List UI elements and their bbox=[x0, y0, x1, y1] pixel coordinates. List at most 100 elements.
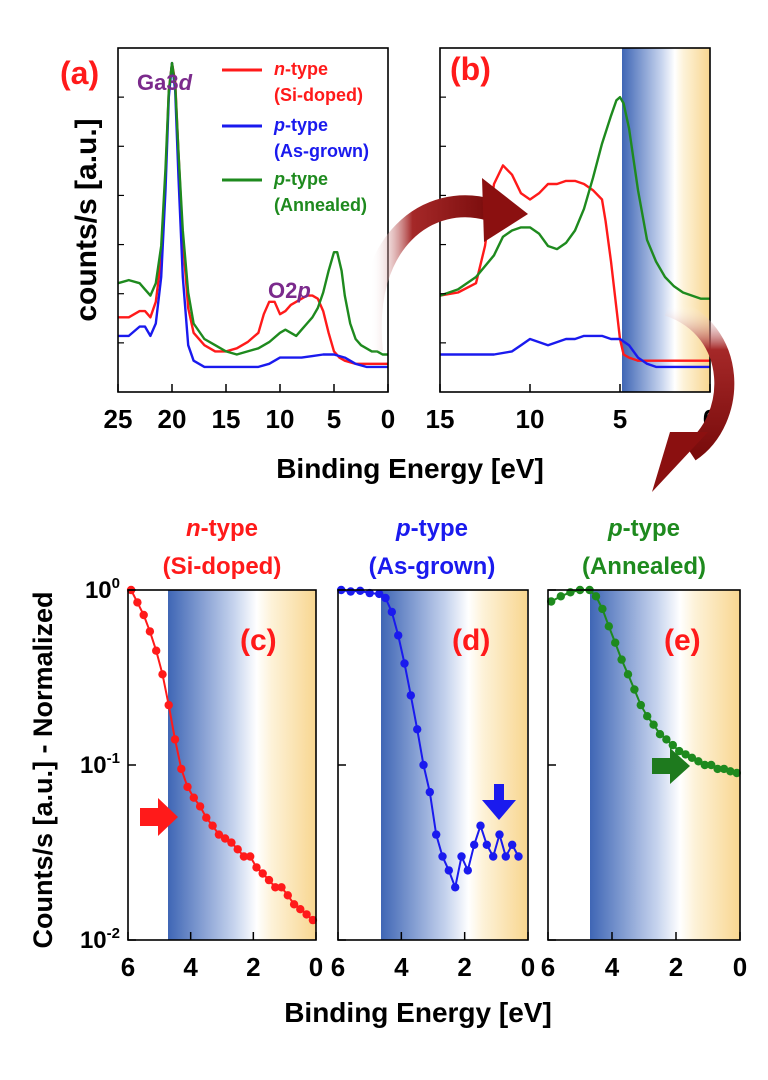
panel-e-plot bbox=[547, 585, 741, 778]
panel-b-label: (b) bbox=[450, 51, 491, 87]
panel-c-plot bbox=[126, 585, 318, 925]
data-point bbox=[694, 757, 703, 766]
data-point bbox=[170, 735, 180, 744]
arrow-e bbox=[652, 748, 690, 784]
x-tick-label: 4 bbox=[394, 952, 409, 982]
x-tick-label: 4 bbox=[605, 952, 620, 982]
data-point bbox=[482, 840, 491, 849]
curved-arrow-b-to-bottom bbox=[664, 296, 735, 461]
data-point bbox=[425, 787, 434, 797]
data-point bbox=[598, 604, 607, 614]
data-point bbox=[668, 740, 677, 750]
data-point bbox=[258, 869, 267, 878]
data-point bbox=[457, 852, 466, 861]
data-point bbox=[296, 905, 305, 914]
x-tick-label: 0 bbox=[381, 404, 395, 434]
data-point bbox=[189, 793, 198, 802]
title-d-line1: p-type bbox=[395, 515, 468, 542]
data-point bbox=[681, 750, 690, 759]
data-point bbox=[732, 768, 741, 778]
data-point bbox=[264, 875, 274, 885]
data-point bbox=[726, 767, 735, 776]
x-tick-label: 6 bbox=[331, 952, 345, 982]
data-point bbox=[636, 700, 645, 710]
bottom-y-axis-label: Counts/s [a.u.] - Normalized bbox=[28, 591, 58, 948]
data-point bbox=[214, 830, 224, 839]
data-point bbox=[591, 592, 601, 601]
title-c-line2: (Si-doped) bbox=[163, 553, 282, 580]
data-point bbox=[152, 646, 161, 655]
series-line-0-1 bbox=[118, 61, 388, 369]
curved-arrow-a-to-b bbox=[359, 195, 494, 354]
x-tick-label: 6 bbox=[121, 952, 135, 982]
data-point bbox=[719, 764, 729, 774]
data-point bbox=[707, 760, 716, 770]
ga3d-label: Ga3d bbox=[137, 70, 193, 95]
data-point bbox=[387, 607, 396, 617]
data-point bbox=[451, 883, 460, 892]
data-point bbox=[501, 852, 510, 861]
x-tick-label: 0 bbox=[733, 952, 747, 982]
title-e-line1: p-type bbox=[607, 515, 680, 542]
data-point bbox=[675, 746, 684, 756]
data-point bbox=[547, 597, 556, 606]
x-tick-label: 10 bbox=[516, 404, 545, 434]
data-point bbox=[183, 782, 192, 792]
data-point bbox=[444, 866, 453, 875]
title-c-line1: n-type bbox=[186, 515, 258, 542]
data-point bbox=[643, 712, 652, 721]
data-point bbox=[432, 830, 441, 839]
panel-b-plot bbox=[439, 96, 710, 369]
x-tick-label: 15 bbox=[212, 404, 241, 434]
x-tick-label: 25 bbox=[104, 404, 133, 434]
data-point bbox=[133, 598, 142, 607]
data-point bbox=[346, 587, 355, 596]
data-point bbox=[687, 753, 697, 762]
data-point bbox=[413, 725, 422, 734]
data-point bbox=[381, 593, 390, 603]
x-tick-label: 2 bbox=[246, 952, 260, 982]
data-point bbox=[700, 760, 709, 770]
data-point bbox=[365, 588, 374, 598]
data-point bbox=[495, 830, 504, 839]
panel-a-plot bbox=[117, 61, 388, 369]
o2p-label: O2p bbox=[268, 278, 311, 303]
data-point bbox=[139, 610, 148, 620]
data-point bbox=[419, 760, 428, 770]
legend-pn-line2: (Annealed) bbox=[274, 195, 367, 215]
data-point bbox=[514, 852, 523, 861]
series-line-1-2 bbox=[439, 96, 710, 300]
band-c bbox=[168, 590, 316, 940]
panel-c-label: (c) bbox=[240, 624, 277, 657]
frame-a bbox=[117, 47, 389, 393]
data-point bbox=[252, 863, 261, 872]
legend-n-line1: n-type bbox=[274, 59, 328, 79]
x-tick-label: 0 bbox=[521, 952, 535, 982]
data-point bbox=[177, 764, 186, 774]
data-point bbox=[662, 735, 671, 744]
data-point bbox=[164, 700, 173, 710]
panel-d-label: (d) bbox=[452, 624, 490, 657]
data-point bbox=[145, 627, 155, 636]
data-point bbox=[283, 891, 292, 900]
curved-arrow-b-to-bottom-head bbox=[652, 432, 708, 492]
panel-e-label: (e) bbox=[664, 624, 701, 657]
x-tick-label: 5 bbox=[613, 404, 627, 434]
data-point bbox=[208, 821, 217, 830]
data-point bbox=[400, 659, 409, 668]
band-b bbox=[622, 48, 710, 392]
data-point bbox=[630, 685, 639, 694]
x-tick-label: 4 bbox=[183, 952, 198, 982]
title-d-line2: (As-grown) bbox=[369, 553, 496, 580]
y-tick-label: 10-2 bbox=[80, 925, 120, 954]
data-point bbox=[623, 670, 633, 679]
x-tick-label: 10 bbox=[266, 404, 295, 434]
legend-n-line2: (Si-doped) bbox=[274, 85, 363, 105]
data-point bbox=[375, 589, 384, 599]
bottom-x-axis-label: Binding Energy [eV] bbox=[284, 997, 552, 1028]
data-point bbox=[406, 691, 415, 700]
data-point bbox=[289, 900, 299, 909]
data-point bbox=[302, 910, 311, 919]
